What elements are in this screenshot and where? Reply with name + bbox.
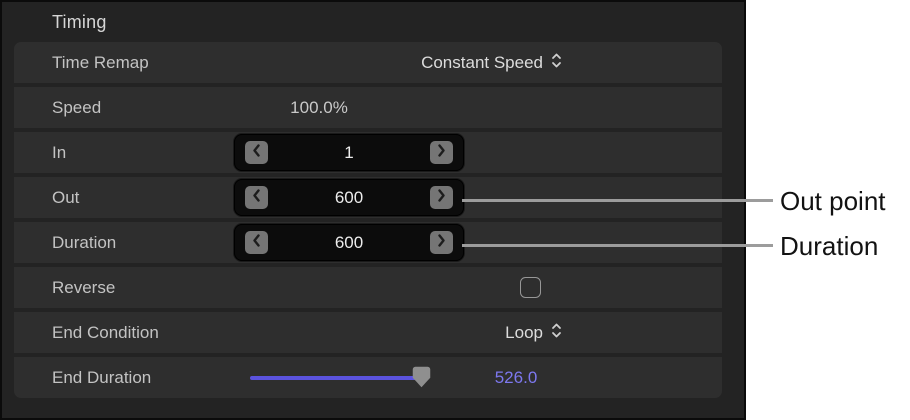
in-decrement-button[interactable] bbox=[245, 141, 268, 164]
end-duration-slider-thumb[interactable] bbox=[412, 366, 431, 388]
in-label: In bbox=[52, 142, 67, 162]
callout-line-out-point bbox=[462, 199, 773, 202]
chevron-right-icon bbox=[437, 233, 446, 252]
out-increment-button[interactable] bbox=[430, 186, 453, 209]
row-time-remap: Time Remap Constant Speed bbox=[14, 42, 722, 83]
duration-value-field[interactable]: 600 bbox=[334, 232, 364, 252]
time-remap-popup-value: Constant Speed bbox=[421, 52, 543, 72]
chevrons-up-down-icon bbox=[551, 52, 562, 74]
duration-stepper: 600 bbox=[234, 224, 464, 261]
row-end-duration: End Duration 526.0 bbox=[14, 357, 722, 398]
row-duration: Duration 600 bbox=[14, 222, 722, 263]
time-remap-label: Time Remap bbox=[52, 52, 149, 72]
row-out: Out 600 bbox=[14, 177, 722, 218]
out-decrement-button[interactable] bbox=[245, 186, 268, 209]
row-end-condition: End Condition Loop bbox=[14, 312, 722, 353]
timing-inspector-panel: Timing Time Remap Constant Speed Speed 1… bbox=[0, 0, 746, 420]
chevron-left-icon bbox=[252, 143, 261, 162]
parameter-rows: Time Remap Constant Speed Speed 100.0% I… bbox=[14, 42, 722, 398]
callout-label-duration: Duration bbox=[780, 231, 879, 261]
duration-increment-button[interactable] bbox=[430, 231, 453, 254]
chevron-left-icon bbox=[252, 188, 261, 207]
callout-line-duration bbox=[462, 244, 773, 247]
speed-label: Speed bbox=[52, 97, 102, 117]
reverse-label: Reverse bbox=[52, 277, 116, 297]
reverse-checkbox[interactable] bbox=[520, 277, 541, 298]
out-value-field[interactable]: 600 bbox=[334, 187, 364, 207]
end-duration-label: End Duration bbox=[52, 367, 152, 387]
speed-value[interactable]: 100.0% bbox=[290, 97, 348, 117]
out-label: Out bbox=[52, 187, 80, 207]
in-stepper: 1 bbox=[234, 134, 464, 171]
out-stepper: 600 bbox=[234, 179, 464, 216]
callout-label-out-point: Out point bbox=[780, 186, 886, 216]
chevron-left-icon bbox=[252, 233, 261, 252]
end-duration-value[interactable]: 526.0 bbox=[494, 367, 538, 387]
end-condition-label: End Condition bbox=[52, 322, 159, 342]
chevron-right-icon bbox=[437, 188, 446, 207]
duration-decrement-button[interactable] bbox=[245, 231, 268, 254]
chevrons-up-down-icon bbox=[551, 322, 562, 344]
end-duration-slider-track[interactable] bbox=[250, 376, 420, 380]
end-condition-popup[interactable]: Loop bbox=[505, 312, 562, 353]
row-speed: Speed 100.0% bbox=[14, 87, 722, 128]
in-value-field[interactable]: 1 bbox=[344, 142, 354, 162]
in-increment-button[interactable] bbox=[430, 141, 453, 164]
end-condition-popup-value: Loop bbox=[505, 322, 543, 342]
chevron-right-icon bbox=[437, 143, 446, 162]
row-in: In 1 bbox=[14, 132, 722, 173]
row-reverse: Reverse bbox=[14, 267, 722, 308]
time-remap-popup[interactable]: Constant Speed bbox=[421, 42, 562, 83]
duration-label: Duration bbox=[52, 232, 117, 252]
panel-title: Timing bbox=[52, 11, 107, 32]
